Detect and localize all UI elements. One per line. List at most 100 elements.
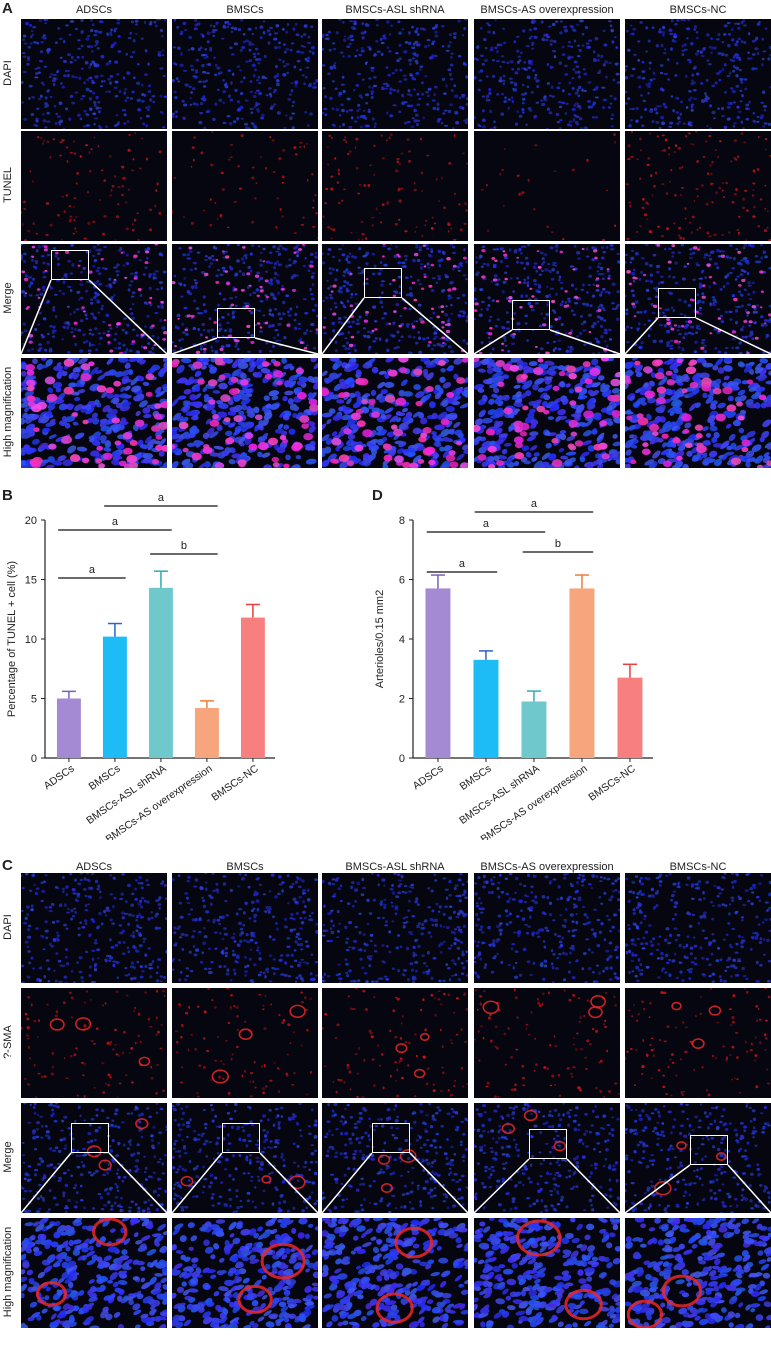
panel-c-micrograph <box>21 988 167 1098</box>
panel-c-column-title: BMSCs <box>226 861 264 873</box>
panel-c-micrograph <box>322 873 468 983</box>
panel-a-micrograph <box>21 131 167 241</box>
panel-c-column-title: BMSCs-AS overexpression <box>480 861 614 873</box>
panel-label-b: B <box>2 487 13 504</box>
panel-c-micrograph <box>172 873 318 983</box>
x-tick-label: BMSCs-NC <box>586 762 638 803</box>
panel-c-micrograph <box>474 873 620 983</box>
y-axis-label: Percentage of TUNEL + cell (%) <box>6 561 18 717</box>
panel-a-zoom-box <box>51 250 89 280</box>
panel-a-column-title: BMSCs-AS overexpression <box>480 4 614 16</box>
significance-label: b <box>181 540 187 552</box>
panel-a-micrograph <box>172 131 318 241</box>
panel-c-micrograph <box>625 873 771 983</box>
panel-c-zoom-lines <box>474 1158 620 1213</box>
panel-a-micrograph <box>625 358 771 468</box>
panel-a-row-label: Merge <box>2 282 14 314</box>
panel-c-zoom-box <box>690 1135 728 1165</box>
x-tick-label: BMSCs <box>458 763 494 793</box>
panel-c-row-label: High magnification <box>2 1226 14 1318</box>
panel-c-zoom-lines <box>322 1152 468 1213</box>
y-tick-label: 15 <box>25 575 37 587</box>
panel-a-zoom-box <box>658 288 696 318</box>
panel-a-micrograph <box>474 131 620 241</box>
y-tick-label: 4 <box>399 634 405 646</box>
panel-a-micrograph <box>322 131 468 241</box>
panel-a-zoom-box <box>217 308 255 338</box>
panel-c-micrograph <box>21 1103 167 1213</box>
panel-a-row-label: DAPI <box>2 60 14 86</box>
bar <box>240 617 265 758</box>
significance-label: a <box>531 498 538 510</box>
panel-a-zoom-box <box>512 300 550 330</box>
panel-c-micrograph <box>474 1218 620 1328</box>
panel-c-row-label: ?-SMA <box>2 1025 14 1059</box>
panel-c-micrograph <box>21 1218 167 1328</box>
x-tick-label: BMSCs-ASL shRNA <box>84 763 168 827</box>
panel-a-zoom-lines <box>474 329 620 354</box>
panel-a-micrograph <box>322 244 468 354</box>
bar <box>102 636 127 758</box>
panel-a-micrograph <box>21 244 167 354</box>
panel-a-micrograph <box>21 358 167 468</box>
panel-a-column-title: BMSCs <box>226 4 264 16</box>
panel-c-micrograph <box>172 1103 318 1213</box>
panel-a-zoom-lines <box>625 317 771 354</box>
panel-a-zoom-lines <box>172 337 318 354</box>
panel-c-zoom-box <box>222 1123 260 1153</box>
chart-b: 0 5 10 15 20 Percentage of TUNEL + cell (%) AD… <box>6 492 275 840</box>
panel-c-zoom-box <box>372 1123 410 1153</box>
panel-a-micrograph <box>21 19 167 129</box>
y-tick-label: 0 <box>399 753 405 765</box>
x-tick-label: BMSCs-NC <box>209 762 261 803</box>
panel-c-micrograph <box>625 988 771 1098</box>
panel-label-c: C <box>2 857 13 874</box>
panel-c-zoom-box <box>71 1123 109 1153</box>
bar <box>473 659 499 758</box>
panel-a-micrograph <box>172 244 318 354</box>
x-tick-label: ADSCs <box>42 763 77 793</box>
panel-c-micrograph <box>322 1218 468 1328</box>
panel-c-micrograph <box>172 1218 318 1328</box>
y-tick-label: 20 <box>25 515 37 527</box>
panel-a-column-title: BMSCs-ASL shRNA <box>345 4 445 16</box>
significance-label: a <box>158 492 165 504</box>
panel-a-row-label: TUNEL <box>2 166 14 204</box>
panel-c-micrograph <box>474 988 620 1098</box>
y-tick-label: 2 <box>399 694 405 706</box>
panel-c-micrograph <box>322 1103 468 1213</box>
panel-a-micrograph <box>474 358 620 468</box>
panel-c-micrograph <box>625 1218 771 1328</box>
panel-a-column-title: BMSCs-NC <box>669 4 727 16</box>
significance-label: a <box>89 564 96 576</box>
panel-a-micrograph <box>172 358 318 468</box>
panel-c-column-title: BMSCs-ASL shRNA <box>345 861 445 873</box>
panel-c-row-label: Merge <box>2 1141 14 1173</box>
panel-a-micrograph <box>172 19 318 129</box>
panel-c-column-title: ADSCs <box>75 861 113 873</box>
x-tick-label: BMSCs <box>87 763 123 793</box>
x-tick-label: ADSCs <box>411 763 446 793</box>
y-tick-label: 8 <box>399 515 405 527</box>
bar <box>194 708 219 758</box>
panel-label-a: A <box>2 0 13 17</box>
bar <box>617 677 643 758</box>
panel-a-zoom-box <box>364 268 402 298</box>
panel-a-micrograph <box>474 19 620 129</box>
panel-a-micrograph <box>474 244 620 354</box>
panel-a-zoom-lines <box>322 297 468 354</box>
panel-a-micrograph <box>322 358 468 468</box>
panel-label-d: D <box>372 487 383 504</box>
significance-label: a <box>483 518 490 530</box>
panel-c-zoom-lines <box>172 1152 318 1213</box>
bar <box>521 701 547 758</box>
panel-a-zoom-lines <box>21 279 167 354</box>
panel-c-zoom-lines <box>625 1164 771 1213</box>
panel-a-micrograph <box>322 19 468 129</box>
significance-label: a <box>459 558 466 570</box>
panel-a-micrograph <box>625 244 771 354</box>
panel-c-zoom-box <box>529 1129 567 1159</box>
y-tick-label: 10 <box>25 634 37 646</box>
bar <box>148 587 173 758</box>
